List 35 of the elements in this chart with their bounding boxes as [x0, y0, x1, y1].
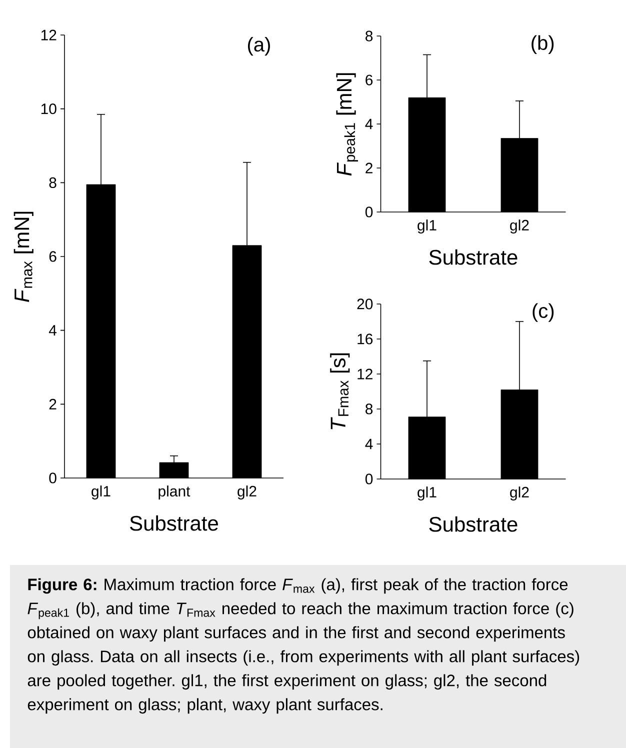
y-tick-label: 0 — [365, 206, 373, 218]
x-tick-label: gl1 — [418, 220, 436, 234]
y-axis-title: T$_{Fmax}$ [s] — [330, 353, 350, 430]
chart-title: (b) — [532, 35, 554, 54]
y-tick-label: 6 — [366, 74, 373, 86]
x-axis-title: Substrate — [429, 516, 518, 532]
chart-title: (a) — [248, 36, 270, 56]
x-tick-label: gl2 — [510, 486, 529, 501]
y-tick-label: 10 — [41, 104, 56, 114]
y-tick-label: 8 — [49, 177, 56, 188]
text: Figure 6: Maximum traction force F$_{max}$ (a), first peak of the traction force F$_{peak1}$ (b), and time T$_{Fmax}$ needed to reach the maximum traction force (c) obtained on waxy plant surfaces and in the first and second experiments on glass. Data on all insects (i.e., from experiments with all plant surfaces) are pooled together. gl1, the first experiment on glass; gl2, the second experiment on glass; plant, waxy plant surfaces. — [28, 578, 580, 714]
y-tick-label: 4 — [48, 325, 57, 336]
y-tick-label: 2 — [366, 162, 372, 174]
chart-title: (c) — [532, 303, 554, 322]
x-tick-label: gl2 — [238, 486, 256, 500]
x-tick-label: gl1 — [92, 486, 110, 500]
y-tick-label: 6 — [49, 251, 56, 262]
y-tick-label: 12 — [358, 368, 372, 380]
y-tick-label: 0 — [49, 472, 56, 484]
y-axis-title: F$_{max}$ [mN] — [14, 212, 34, 302]
x-axis-title: Substrate — [429, 249, 518, 265]
y-tick-label: 16 — [358, 334, 373, 344]
y-tick-label: 8 — [366, 30, 373, 42]
y-tick-label: 12 — [41, 30, 56, 40]
y-tick-label: 0 — [365, 474, 373, 484]
x-tick-label: plant — [158, 486, 190, 500]
y-axis-title: F$_{peak1}$ [mN] — [336, 73, 358, 176]
x-tick-label: gl2 — [510, 220, 529, 234]
x-axis-title: Substrate — [130, 515, 218, 531]
y-tick-label: 2 — [49, 398, 56, 410]
y-tick-label: 8 — [366, 404, 373, 414]
x-tick-label: gl1 — [418, 486, 436, 501]
y-tick-label: 4 — [365, 438, 373, 450]
y-tick-label: 20 — [357, 298, 373, 310]
y-tick-label: 4 — [365, 118, 373, 130]
